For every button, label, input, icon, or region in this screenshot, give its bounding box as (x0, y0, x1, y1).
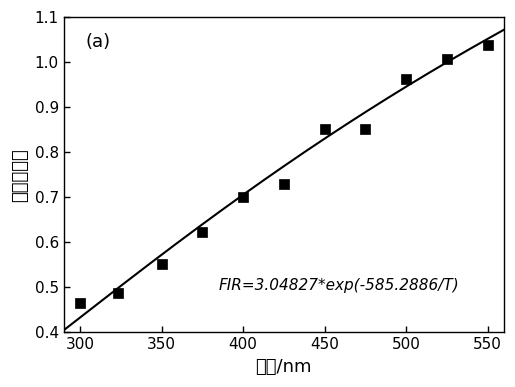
Y-axis label: 荧光强度比: 荧光强度比 (11, 148, 29, 202)
Point (443, 55, 451, 62)
X-axis label: 温度/nm: 温度/nm (255, 358, 312, 376)
Point (280, 181, 288, 187)
Point (361, 126, 369, 132)
Point (158, 261, 166, 267)
Point (239, 194, 247, 200)
Point (484, 43, 492, 49)
Point (76, 300, 84, 306)
Text: FIR=3.04827*exp(-585.2886/T): FIR=3.04827*exp(-585.2886/T) (219, 278, 459, 293)
Point (320, 126, 329, 132)
Point (402, 76, 410, 82)
Text: (a): (a) (86, 33, 111, 51)
Point (113, 290, 122, 296)
Point (198, 229, 207, 236)
